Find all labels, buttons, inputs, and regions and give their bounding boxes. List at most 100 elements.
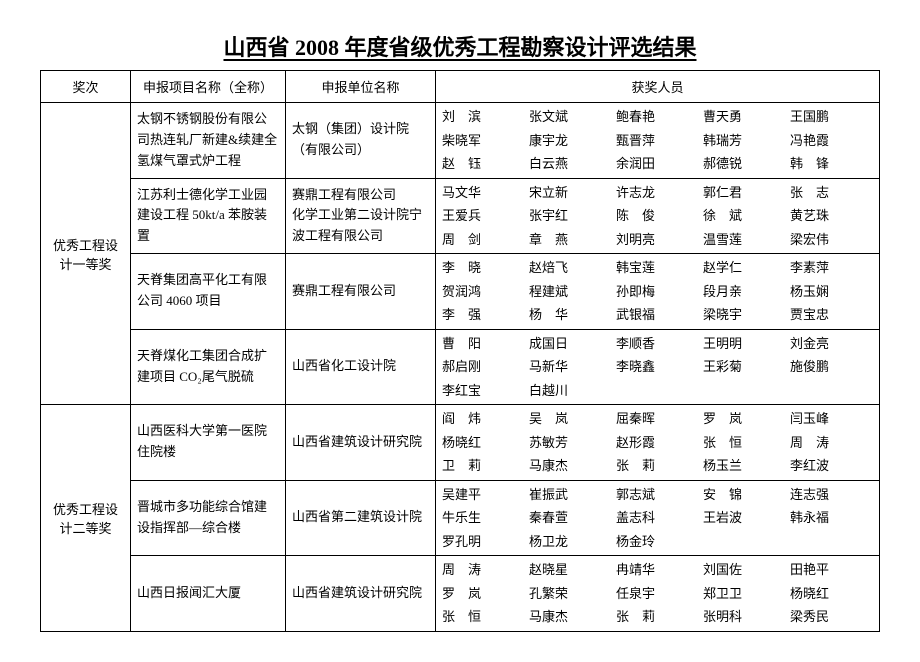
person-name: 张 恒: [703, 433, 786, 453]
person-name: 李 强: [442, 305, 525, 325]
project-cell: 山西医科大学第一医院住院楼: [131, 405, 286, 481]
person-name: 梁秀民: [790, 607, 873, 627]
person-name: 陈 俊: [616, 206, 699, 226]
project-cell: 山西日报闻汇大厦: [131, 556, 286, 632]
person-name: 韩瑞芳: [703, 131, 786, 151]
person-name: 余润田: [616, 154, 699, 174]
people-cell: 周 涛赵晓星冉靖华刘国佐田艳平罗 岚孔繁荣任泉宇郑卫卫杨晓红张 恒马康杰张 莉张…: [436, 556, 880, 632]
person-name: 苏敏芳: [529, 433, 612, 453]
person-name: 赵晓星: [529, 560, 612, 580]
person-name: 阎 炜: [442, 409, 525, 429]
org-cell: 太钢（集团）设计院（有限公司）: [286, 103, 436, 179]
person-name: 马康杰: [529, 607, 612, 627]
person-name: 刘金亮: [790, 334, 873, 354]
org-cell: 山西省建筑设计研究院: [286, 405, 436, 481]
org-cell: 山西省化工设计院: [286, 329, 436, 405]
award-cell: 优秀工程设计二等奖: [41, 405, 131, 632]
person-name: 罗 岚: [442, 584, 525, 604]
person-name: 张宇红: [529, 206, 612, 226]
person-name: 连志强: [790, 485, 873, 505]
project-cell: 天脊集团高平化工有限公司 4060 项目: [131, 254, 286, 330]
person-name: 杨玉娴: [790, 282, 873, 302]
person-name: 杨晓红: [790, 584, 873, 604]
person-name: 赵焙飞: [529, 258, 612, 278]
table-row: 晋城市多功能综合馆建设指挥部—综合楼山西省第二建筑设计院吴建平崔振武郭志斌安 锦…: [41, 480, 880, 556]
project-cell: 天脊煤化工集团合成扩建项目 CO₂尾气脱硫: [131, 329, 286, 405]
table-row: 天脊集团高平化工有限公司 4060 项目赛鼎工程有限公司李 晓赵焙飞韩宝莲赵学仁…: [41, 254, 880, 330]
person-name: 杨金玲: [616, 532, 699, 552]
person-name: 韩宝莲: [616, 258, 699, 278]
person-name: 周 涛: [442, 560, 525, 580]
person-name: 黄艺珠: [790, 206, 873, 226]
person-name: 王明明: [703, 334, 786, 354]
col-header-project: 申报项目名称（全称）: [131, 71, 286, 103]
col-header-org: 申报单位名称: [286, 71, 436, 103]
person-name: 杨 华: [529, 305, 612, 325]
results-table: 奖次 申报项目名称（全称） 申报单位名称 获奖人员 优秀工程设计一等奖太钢不锈钢…: [40, 70, 880, 632]
person-name: 马文华: [442, 183, 525, 203]
person-name: 成国日: [529, 334, 612, 354]
person-name: 周 剑: [442, 230, 525, 250]
org-cell: 赛鼎工程有限公司 化学工业第二设计院宁波工程有限公司: [286, 178, 436, 254]
person-name: 郝启刚: [442, 357, 525, 377]
project-cell: 晋城市多功能综合馆建设指挥部—综合楼: [131, 480, 286, 556]
person-name: 马新华: [529, 357, 612, 377]
person-name: 任泉宇: [616, 584, 699, 604]
person-name: 孙即梅: [616, 282, 699, 302]
person-name: 王彩菊: [703, 357, 786, 377]
person-name: 张 恒: [442, 607, 525, 627]
col-header-award: 奖次: [41, 71, 131, 103]
person-name: 牛乐生: [442, 508, 525, 528]
person-name: 章 燕: [529, 230, 612, 250]
people-cell: 曹 阳成国日李顺香王明明刘金亮郝启刚马新华李晓鑫王彩菊施俊鹏李红宝白越川: [436, 329, 880, 405]
person-name: 屈秦晖: [616, 409, 699, 429]
person-name: 贾宝忠: [790, 305, 873, 325]
person-name: 白云燕: [529, 154, 612, 174]
table-row: 山西日报闻汇大厦山西省建筑设计研究院周 涛赵晓星冉靖华刘国佐田艳平罗 岚孔繁荣任…: [41, 556, 880, 632]
org-cell: 赛鼎工程有限公司: [286, 254, 436, 330]
person-name: 李红宝: [442, 381, 525, 401]
person-name: 盖志科: [616, 508, 699, 528]
person-name: 刘国佐: [703, 560, 786, 580]
person-name: 杨晓红: [442, 433, 525, 453]
award-cell: 优秀工程设计一等奖: [41, 103, 131, 405]
person-name: 郑卫卫: [703, 584, 786, 604]
person-name: 张文斌: [529, 107, 612, 127]
person-name: 冉靖华: [616, 560, 699, 580]
person-name: 程建斌: [529, 282, 612, 302]
person-name: 甄晋萍: [616, 131, 699, 151]
person-name: 马康杰: [529, 456, 612, 476]
person-name: 康宇龙: [529, 131, 612, 151]
person-name: 柴晓军: [442, 131, 525, 151]
person-name: 周 涛: [790, 433, 873, 453]
person-name: 郭志斌: [616, 485, 699, 505]
person-name: 施俊鹏: [790, 357, 873, 377]
table-row: 优秀工程设计二等奖山西医科大学第一医院住院楼山西省建筑设计研究院阎 炜吴 岚屈秦…: [41, 405, 880, 481]
person-name: 曹天勇: [703, 107, 786, 127]
person-name: 曹 阳: [442, 334, 525, 354]
person-name: 宋立新: [529, 183, 612, 203]
person-name: 安 锦: [703, 485, 786, 505]
person-name: 许志龙: [616, 183, 699, 203]
table-row: 江苏利士德化学工业园建设工程 50kt/a 苯胺装置赛鼎工程有限公司 化学工业第…: [41, 178, 880, 254]
person-name: 崔振武: [529, 485, 612, 505]
col-header-people: 获奖人员: [436, 71, 880, 103]
person-name: 段月亲: [703, 282, 786, 302]
person-name: 孔繁荣: [529, 584, 612, 604]
person-name: 李晓鑫: [616, 357, 699, 377]
person-name: 鲍春艳: [616, 107, 699, 127]
people-cell: 阎 炜吴 岚屈秦晖罗 岚闫玉峰杨晓红苏敏芳赵形霞张 恒周 涛卫 莉马康杰张 莉杨…: [436, 405, 880, 481]
person-name: 韩 锋: [790, 154, 873, 174]
person-name: 韩永福: [790, 508, 873, 528]
person-name: 王爱兵: [442, 206, 525, 226]
person-name: 吴建平: [442, 485, 525, 505]
person-name: 梁宏伟: [790, 230, 873, 250]
table-row: 天脊煤化工集团合成扩建项目 CO₂尾气脱硫山西省化工设计院曹 阳成国日李顺香王明…: [41, 329, 880, 405]
person-name: 刘明亮: [616, 230, 699, 250]
person-name: 杨卫龙: [529, 532, 612, 552]
person-name: 王岩波: [703, 508, 786, 528]
person-name: 王国鹏: [790, 107, 873, 127]
person-name: 张 志: [790, 183, 873, 203]
page-title: 山西省 2008 年度省级优秀工程勘察设计评选结果: [40, 30, 880, 62]
person-name: 卫 莉: [442, 456, 525, 476]
